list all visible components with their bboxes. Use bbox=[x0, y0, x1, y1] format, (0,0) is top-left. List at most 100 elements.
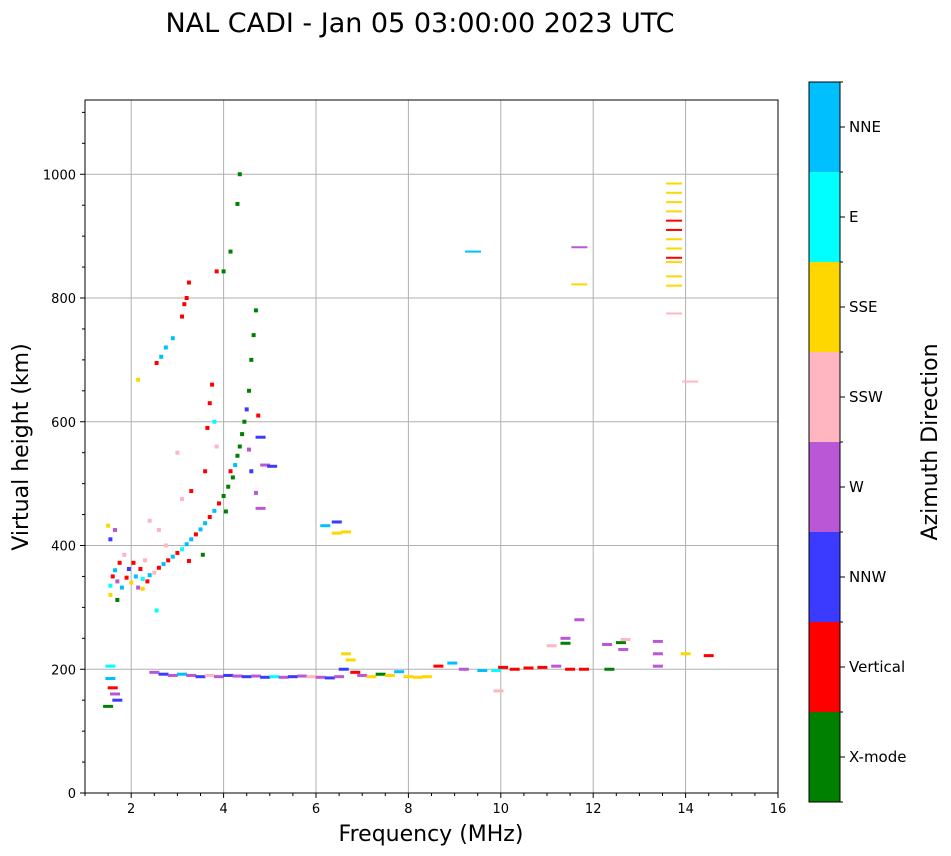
echo-point bbox=[666, 261, 683, 264]
echo-point bbox=[133, 574, 138, 579]
data-marks bbox=[103, 172, 714, 708]
echo-point bbox=[223, 673, 234, 677]
echo-point bbox=[244, 407, 249, 412]
echo-point bbox=[110, 574, 115, 579]
echo-point bbox=[498, 665, 509, 669]
echo-point bbox=[620, 638, 631, 642]
echo-point bbox=[412, 675, 423, 679]
echo-point bbox=[491, 668, 502, 672]
x-tick-label: 12 bbox=[585, 802, 602, 817]
colorbar-segment bbox=[809, 712, 840, 802]
echo-point bbox=[189, 489, 194, 494]
echo-point bbox=[267, 464, 278, 468]
echo-point bbox=[126, 567, 131, 572]
echo-point bbox=[226, 484, 231, 489]
echo-point bbox=[249, 357, 254, 362]
colorbar-segment bbox=[809, 622, 840, 712]
echo-point bbox=[163, 345, 168, 350]
echo-point bbox=[124, 575, 129, 580]
colorbar-segment bbox=[809, 442, 840, 532]
x-tick-label: 16 bbox=[770, 802, 787, 817]
echo-point bbox=[666, 219, 683, 222]
echo-point bbox=[666, 275, 683, 278]
echo-point bbox=[207, 515, 212, 520]
echo-point bbox=[357, 673, 368, 677]
echo-point bbox=[652, 652, 663, 656]
x-tick-label: 6 bbox=[312, 802, 320, 817]
echo-point bbox=[537, 665, 548, 669]
colorbar-label: NNW bbox=[849, 568, 886, 586]
echo-point bbox=[523, 666, 534, 670]
echo-point bbox=[433, 664, 444, 668]
echo-point bbox=[341, 530, 352, 534]
echo-point bbox=[618, 647, 629, 651]
echo-point bbox=[204, 673, 215, 677]
echo-point bbox=[341, 652, 352, 656]
echo-point bbox=[604, 667, 615, 671]
echo-point bbox=[154, 608, 159, 613]
echo-point bbox=[237, 444, 242, 449]
echo-point bbox=[154, 360, 159, 365]
y-axis: 0 200 400 600 800 1000 bbox=[43, 111, 85, 802]
y-tick-label: 200 bbox=[51, 663, 76, 678]
echo-point bbox=[242, 419, 247, 424]
echo-point bbox=[186, 673, 197, 677]
echo-point bbox=[110, 692, 121, 696]
echo-point bbox=[682, 380, 699, 383]
colorbar-label: W bbox=[849, 478, 864, 496]
colorbar-frame bbox=[808, 81, 841, 803]
colorbar-title: Azimuth Direction bbox=[918, 343, 943, 540]
x-tick-label: 10 bbox=[493, 802, 510, 817]
y-tick-label: 0 bbox=[68, 787, 76, 802]
echo-point bbox=[350, 670, 361, 674]
echo-point bbox=[666, 201, 683, 204]
echo-point bbox=[666, 312, 683, 315]
echo-point bbox=[297, 674, 308, 678]
echo-point bbox=[235, 453, 240, 458]
colorbar-segment bbox=[809, 532, 840, 622]
echo-point bbox=[571, 246, 588, 249]
echo-point bbox=[666, 228, 683, 231]
echo-point bbox=[136, 585, 141, 590]
echo-point bbox=[666, 256, 683, 259]
echo-point bbox=[108, 593, 113, 597]
echo-point bbox=[212, 419, 217, 424]
echo-point bbox=[278, 675, 289, 679]
echo-point bbox=[210, 382, 215, 387]
echo-point bbox=[551, 664, 562, 668]
echo-point bbox=[103, 704, 114, 708]
y-tick-label: 400 bbox=[51, 540, 76, 555]
echo-point bbox=[403, 675, 414, 679]
echo-point bbox=[260, 675, 271, 679]
echo-point bbox=[156, 528, 161, 533]
echo-point bbox=[212, 508, 217, 513]
echo-point bbox=[384, 673, 395, 677]
echo-point bbox=[105, 677, 116, 681]
echo-point bbox=[193, 532, 198, 537]
echo-point bbox=[180, 497, 185, 502]
echo-point bbox=[465, 250, 482, 253]
echo-point bbox=[232, 674, 243, 678]
echo-point bbox=[287, 675, 298, 679]
echo-point bbox=[345, 658, 356, 662]
echo-point bbox=[198, 527, 203, 532]
echo-point bbox=[117, 560, 122, 565]
echo-point bbox=[203, 469, 208, 474]
echo-point bbox=[207, 401, 212, 406]
echo-point bbox=[320, 524, 331, 528]
echo-point bbox=[106, 523, 111, 528]
echo-point bbox=[247, 447, 252, 452]
echo-point bbox=[565, 667, 576, 671]
echo-point bbox=[216, 501, 221, 506]
echo-point bbox=[131, 560, 136, 565]
echo-point bbox=[458, 667, 469, 671]
echo-point bbox=[251, 333, 256, 338]
echo-point bbox=[509, 667, 520, 671]
echo-point bbox=[170, 554, 175, 559]
echo-point bbox=[269, 675, 280, 679]
echo-point bbox=[195, 675, 206, 679]
y-tick-label: 1000 bbox=[43, 168, 76, 183]
echo-point bbox=[256, 413, 261, 418]
x-axis-label: Frequency (MHz) bbox=[339, 822, 524, 847]
